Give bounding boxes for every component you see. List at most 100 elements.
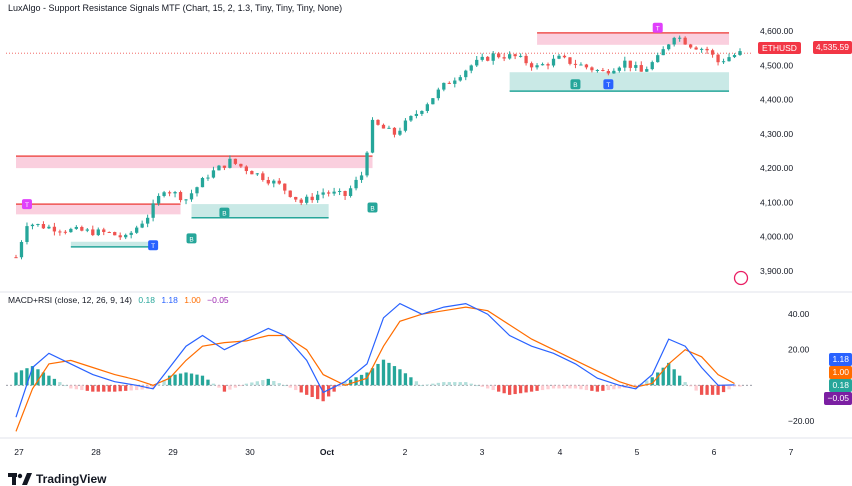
price-tick-label: 4,300.00: [760, 129, 793, 139]
histogram-bar: [348, 379, 353, 386]
candle-body: [272, 180, 276, 184]
histogram-bar: [250, 382, 254, 386]
candle-body: [617, 67, 621, 71]
candle-body: [431, 98, 435, 105]
histogram-bar: [25, 368, 29, 386]
histogram-bar: [376, 363, 380, 386]
histogram-bar: [425, 384, 430, 386]
histogram-bar: [678, 375, 682, 386]
candle-body: [30, 224, 35, 227]
candle-body: [414, 113, 419, 116]
histogram-bar: [206, 379, 210, 386]
candle-body: [255, 173, 259, 175]
histogram-bar: [447, 382, 451, 386]
histogram-bar: [244, 383, 249, 386]
candle-body: [546, 64, 550, 66]
candle-body: [518, 55, 523, 57]
candle-body: [305, 196, 309, 203]
candle-body: [535, 65, 539, 68]
candle-body: [151, 203, 155, 218]
tradingview-logo[interactable]: TradingView: [8, 472, 106, 486]
candle-body: [370, 119, 375, 153]
histogram-bar: [683, 382, 687, 386]
histogram-bar: [305, 385, 309, 395]
candle-body: [294, 196, 298, 200]
support-zone: [191, 204, 329, 218]
candle-body: [283, 183, 287, 191]
time-tick-label: 30: [245, 447, 255, 457]
candle-body: [480, 56, 484, 60]
candle-body: [612, 70, 616, 74]
signal-label-text: B: [370, 206, 374, 213]
candle-body: [359, 175, 364, 180]
histogram-bar: [118, 385, 122, 392]
histogram-bar: [568, 385, 572, 389]
histogram-bar: [507, 385, 512, 395]
candle-body: [381, 124, 386, 129]
histogram-bar: [513, 385, 517, 395]
histogram-bar: [414, 381, 419, 386]
macd-legend-value-4: −0.05: [207, 295, 229, 305]
histogram-bar: [387, 362, 391, 386]
signal-label-box: [652, 22, 663, 33]
candle-body: [299, 199, 303, 203]
candle-body: [19, 241, 24, 258]
signal-label-box: [148, 240, 159, 251]
histogram-bar: [612, 385, 616, 390]
histogram-bar: [370, 368, 375, 386]
candle-body: [661, 49, 665, 56]
candle-body: [222, 165, 227, 168]
signal-label-text: T: [151, 243, 155, 250]
histogram-bar: [656, 372, 660, 386]
histogram-bar: [261, 380, 265, 386]
candle-body: [387, 127, 391, 129]
candle-body: [228, 158, 232, 168]
candle-body: [623, 60, 627, 68]
candle-body: [601, 69, 605, 72]
histogram-bar: [102, 385, 106, 392]
histogram-bar: [453, 382, 457, 386]
candle-body: [250, 171, 254, 175]
histogram-bar: [606, 385, 611, 391]
histogram-bar: [398, 369, 402, 386]
histogram-bar: [705, 385, 709, 395]
histogram-bar: [420, 385, 424, 387]
candle-body: [678, 37, 682, 39]
histogram-bar: [272, 381, 276, 386]
histogram-bar: [469, 383, 473, 386]
histogram-bar: [96, 385, 100, 392]
candle-body: [14, 257, 18, 259]
support-zone: [509, 72, 730, 92]
histogram-bar: [178, 373, 183, 386]
candle-body: [217, 165, 221, 171]
histogram-bar: [310, 385, 314, 397]
histogram-bar: [63, 385, 68, 387]
price-tag: 4,535.59: [812, 41, 852, 54]
candle-body: [656, 55, 660, 63]
histogram-bar: [266, 378, 270, 386]
histogram-bar: [573, 385, 578, 389]
indicator-title: LuxAlgo - Support Resistance Signals MTF…: [8, 3, 343, 13]
histogram-bar: [546, 385, 550, 390]
histogram-bar: [601, 385, 605, 391]
histogram-bar: [113, 385, 117, 392]
price-tick-label: 3,900.00: [760, 266, 793, 276]
lightning-icon: [733, 270, 749, 286]
candle-body: [425, 104, 430, 111]
signal-label-text: B: [573, 82, 577, 89]
histogram-bar: [431, 383, 435, 386]
macd-tag-histogram: −0.05: [824, 392, 852, 405]
candle-body: [47, 226, 51, 229]
time-tick-label: 6: [712, 447, 717, 457]
candle-body: [469, 65, 473, 71]
candle-body: [107, 231, 111, 233]
candle-body: [628, 60, 632, 68]
histogram-bar: [80, 385, 84, 391]
candle-body: [376, 119, 380, 125]
histogram-bar: [41, 372, 46, 386]
histogram-bar: [392, 366, 397, 386]
histogram-bar: [189, 373, 194, 386]
candle-body: [233, 158, 238, 164]
signal-label-text: B: [222, 211, 226, 218]
